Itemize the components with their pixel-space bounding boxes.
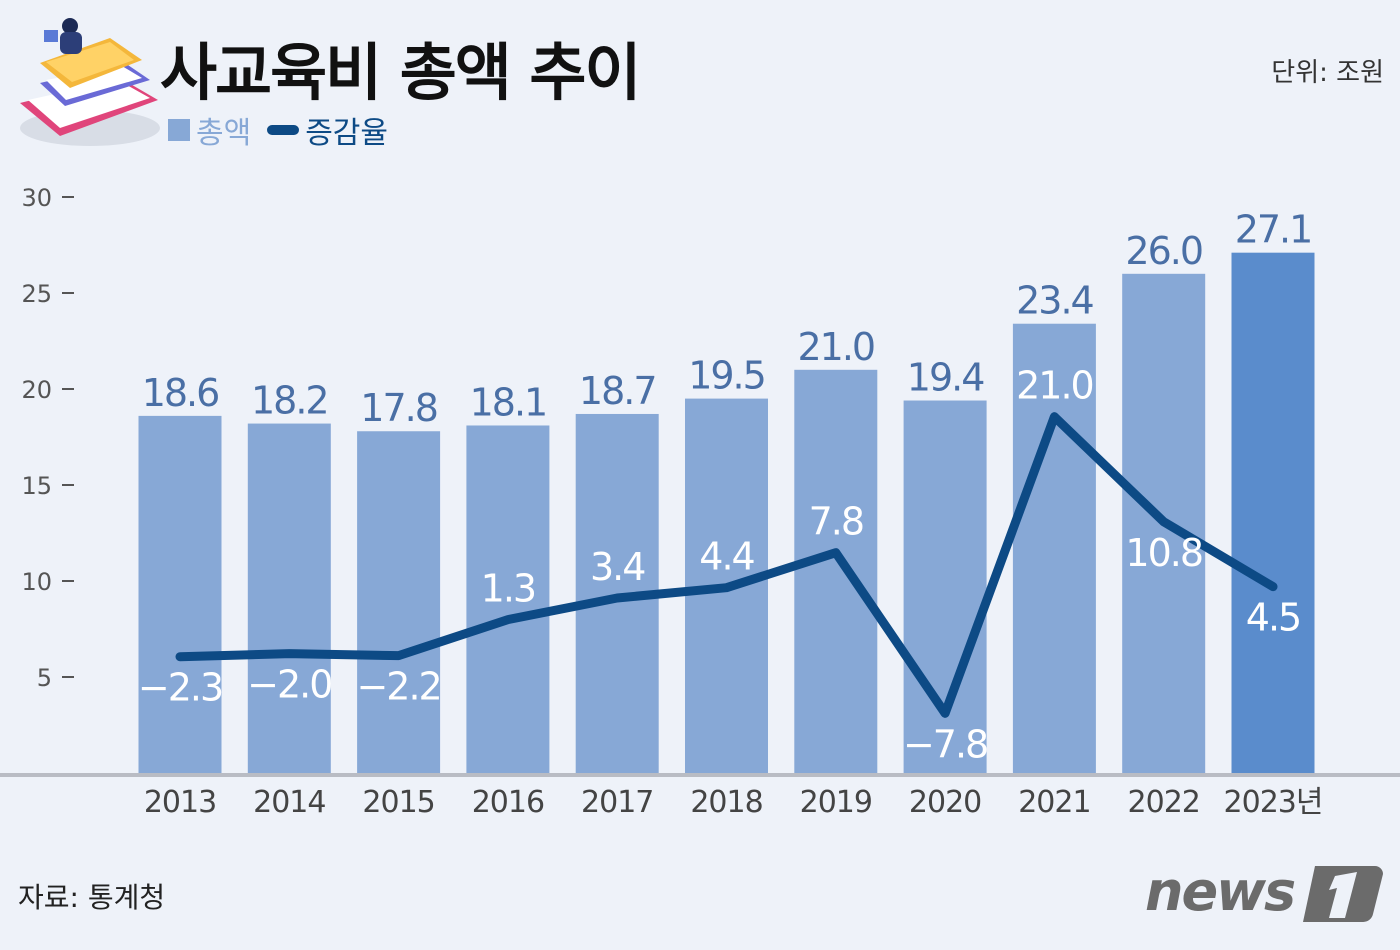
- bar-value-label: 21.0: [797, 325, 874, 369]
- x-tick-label: 2014: [253, 785, 325, 820]
- growth-rate-point: [1272, 585, 1274, 588]
- bar-2015: [357, 431, 441, 773]
- growth-rate-point: [288, 652, 291, 655]
- growth-rate-point: [1162, 520, 1165, 523]
- x-tick-label: 2017: [581, 785, 653, 820]
- x-tick-label: 2018: [690, 785, 762, 820]
- bar-value-label: 17.8: [360, 386, 437, 430]
- growth-rate-label: 10.8: [1125, 531, 1202, 575]
- growth-rate-point: [944, 712, 947, 715]
- bar-value-label: 23.4: [1016, 279, 1093, 323]
- x-tick-label: 2021: [1018, 785, 1090, 820]
- growth-rate-point: [179, 655, 181, 658]
- bar-2016: [466, 425, 550, 773]
- bar-2021: [1012, 323, 1096, 773]
- bar-2013: [138, 415, 222, 773]
- source-note: 자료: 통계청: [18, 881, 166, 914]
- bar-value-label: 18.7: [579, 369, 656, 413]
- x-axis-baseline: [0, 773, 1400, 777]
- bar-value-label: 18.2: [251, 379, 328, 423]
- bar-2019: [794, 369, 878, 773]
- bar-value-label: 19.4: [907, 356, 984, 400]
- growth-rate-point: [725, 586, 728, 589]
- y-tick-label: 20: [21, 376, 52, 404]
- y-tick-label: 30: [21, 184, 52, 212]
- growth-rate-label: 4.5: [1246, 596, 1300, 640]
- x-tick-label: 2023년: [1224, 785, 1323, 820]
- growth-rate-label: −2.3: [138, 666, 222, 710]
- growth-rate-label: 1.3: [481, 567, 535, 611]
- growth-rate-label: 4.4: [699, 535, 754, 579]
- news1-logo: news: [1145, 858, 1385, 932]
- growth-rate-point: [834, 551, 837, 554]
- legend-line-label: 증감율: [305, 116, 389, 151]
- bar-2023년: [1231, 252, 1315, 773]
- bar-value-label: 27.1: [1235, 208, 1312, 252]
- growth-rate-label: 7.8: [809, 500, 863, 544]
- y-tick-label: 15: [21, 472, 52, 500]
- growth-rate-point: [1053, 415, 1056, 418]
- growth-rate-point: [616, 596, 619, 599]
- x-tick-label: 2015: [362, 785, 434, 820]
- legend-bar-swatch: [168, 119, 190, 141]
- growth-rate-point: [506, 618, 509, 621]
- growth-rate-point: [397, 654, 400, 657]
- legend-line-swatch: [267, 125, 300, 135]
- chart-title: 사교육비 총액 추이: [160, 36, 641, 109]
- y-tick-label: 10: [21, 568, 52, 596]
- growth-rate-label: 3.4: [590, 545, 645, 589]
- growth-rate-label: 21.0: [1016, 364, 1093, 408]
- books-illustration: [10, 8, 160, 157]
- x-tick-label: 2019: [800, 785, 872, 820]
- legend: 총액 증감율: [168, 108, 388, 152]
- unit-label: 단위: 조원: [1271, 58, 1384, 88]
- legend-bar-label: 총액: [196, 116, 252, 151]
- y-tick-label: 5: [37, 664, 52, 692]
- x-tick-label: 2022: [1128, 785, 1200, 820]
- y-tick-label: 25: [21, 280, 52, 308]
- growth-rate-label: −7.8: [903, 722, 987, 766]
- bar-value-label: 19.5: [688, 354, 765, 398]
- growth-rate-label: −2.0: [247, 663, 331, 707]
- x-tick-label: 2016: [472, 785, 544, 820]
- svg-text:news: news: [1145, 860, 1295, 923]
- growth-rate-label: −2.2: [356, 665, 440, 709]
- x-tick-label: 2020: [909, 785, 981, 820]
- bar-value-label: 18.6: [142, 371, 219, 415]
- bar-value-label: 26.0: [1125, 229, 1202, 273]
- bar-value-label: 18.1: [470, 380, 547, 424]
- bar-2014: [247, 423, 331, 773]
- x-tick-label: 2013: [144, 785, 216, 820]
